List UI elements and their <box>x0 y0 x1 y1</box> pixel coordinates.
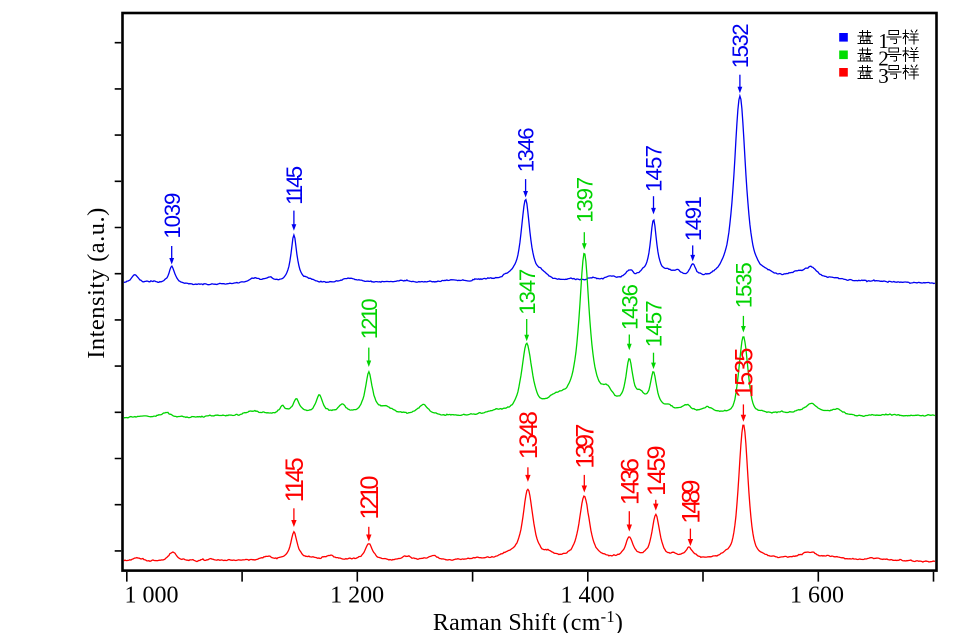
svg-text:1532: 1532 <box>728 23 753 68</box>
svg-text:1459: 1459 <box>643 445 671 496</box>
svg-text:1457: 1457 <box>642 145 667 192</box>
svg-text:1039: 1039 <box>160 193 185 239</box>
svg-text:1436: 1436 <box>617 284 642 330</box>
svg-text:1210: 1210 <box>357 298 382 339</box>
svg-text:1491: 1491 <box>681 196 706 241</box>
svg-text:2: 2 <box>878 46 889 70</box>
svg-text:1348: 1348 <box>515 411 543 459</box>
svg-text:1457: 1457 <box>642 300 667 347</box>
svg-text:Raman Shift (cm-1): Raman Shift (cm-1) <box>433 607 623 633</box>
svg-text:1347: 1347 <box>515 269 540 315</box>
svg-text:1: 1 <box>878 29 889 53</box>
svg-text:1145: 1145 <box>281 457 309 502</box>
svg-text:1145: 1145 <box>282 166 307 205</box>
svg-text:1346: 1346 <box>514 127 539 172</box>
svg-text:1535: 1535 <box>731 348 759 399</box>
svg-text:3: 3 <box>878 64 889 88</box>
svg-text:1210: 1210 <box>356 476 384 520</box>
svg-text:1397: 1397 <box>572 177 597 223</box>
svg-text:1436: 1436 <box>617 458 645 505</box>
svg-text:1535: 1535 <box>732 262 757 308</box>
svg-text:1 200: 1 200 <box>330 583 384 609</box>
svg-text:1397: 1397 <box>572 424 600 469</box>
svg-text:1489: 1489 <box>678 480 706 524</box>
svg-text:Intensity (a.u.): Intensity (a.u.) <box>83 207 110 359</box>
svg-text:1 600: 1 600 <box>790 583 844 609</box>
svg-text:1 000: 1 000 <box>125 583 179 609</box>
svg-text:1 400: 1 400 <box>561 583 615 609</box>
